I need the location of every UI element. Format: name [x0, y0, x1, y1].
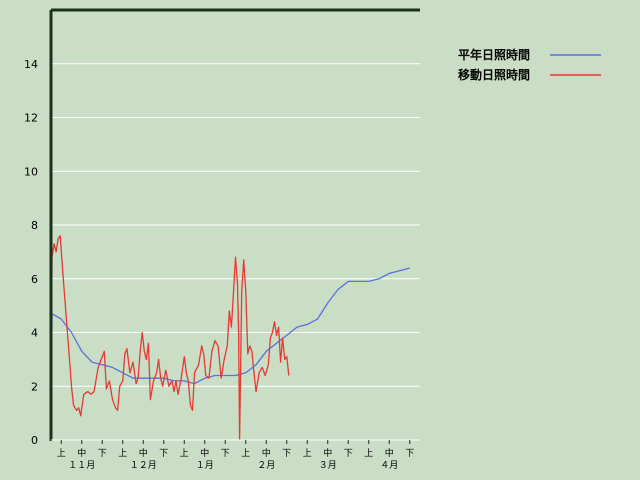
x-period-label: 上: [241, 448, 250, 459]
x-period-label: 中: [139, 447, 148, 459]
y-tick-label: 2: [31, 380, 38, 393]
x-month-label: ２月: [257, 460, 275, 471]
x-month-label: １月: [196, 460, 214, 471]
x-month-label: ３月: [319, 460, 337, 471]
x-period-label: 下: [282, 449, 291, 459]
legend-label-0: 平年日照時間: [458, 47, 530, 62]
x-tick-labels: 上中下上中下上中下上中下上中下上中下: [57, 440, 414, 459]
grid: [51, 63, 420, 387]
x-period-label: 上: [118, 448, 127, 459]
y-tick-label: 6: [31, 273, 38, 286]
x-month-label: １２月: [130, 460, 157, 471]
x-period-label: 中: [200, 447, 209, 459]
y-tick-label: 0: [31, 434, 38, 447]
legend-label-1: 移動日照時間: [458, 67, 530, 82]
y-tick-label: 10: [24, 165, 38, 178]
y-tick-label: 4: [31, 327, 38, 340]
x-period-label: 下: [221, 449, 230, 459]
month-labels: １１月 １２月 １月 ２月 ３月 ４月: [68, 460, 398, 471]
series-line-1: [50, 235, 290, 441]
x-period-label: 中: [385, 447, 394, 459]
x-period-label: 中: [323, 447, 332, 459]
x-period-label: 下: [98, 449, 107, 459]
y-tick-label: 12: [24, 112, 38, 125]
x-period-label: 中: [262, 447, 271, 459]
y-tick-label: 8: [31, 219, 38, 232]
series-lines: [50, 235, 410, 441]
x-period-label: 上: [180, 448, 189, 459]
x-period-label: 下: [159, 449, 168, 459]
x-month-label: ４月: [380, 460, 398, 471]
x-period-label: 上: [303, 448, 312, 459]
x-period-label: 下: [344, 449, 353, 459]
y-tick-labels: 0 2 4 6 8 10 12 14: [24, 58, 38, 447]
series-line-0: [50, 267, 410, 441]
y-tick-label: 14: [24, 58, 38, 71]
x-period-label: 上: [364, 448, 373, 459]
x-period-label: 下: [405, 449, 414, 459]
x-period-label: 中: [77, 447, 86, 459]
x-month-label: １１月: [68, 460, 95, 471]
x-period-label: 上: [57, 448, 66, 459]
